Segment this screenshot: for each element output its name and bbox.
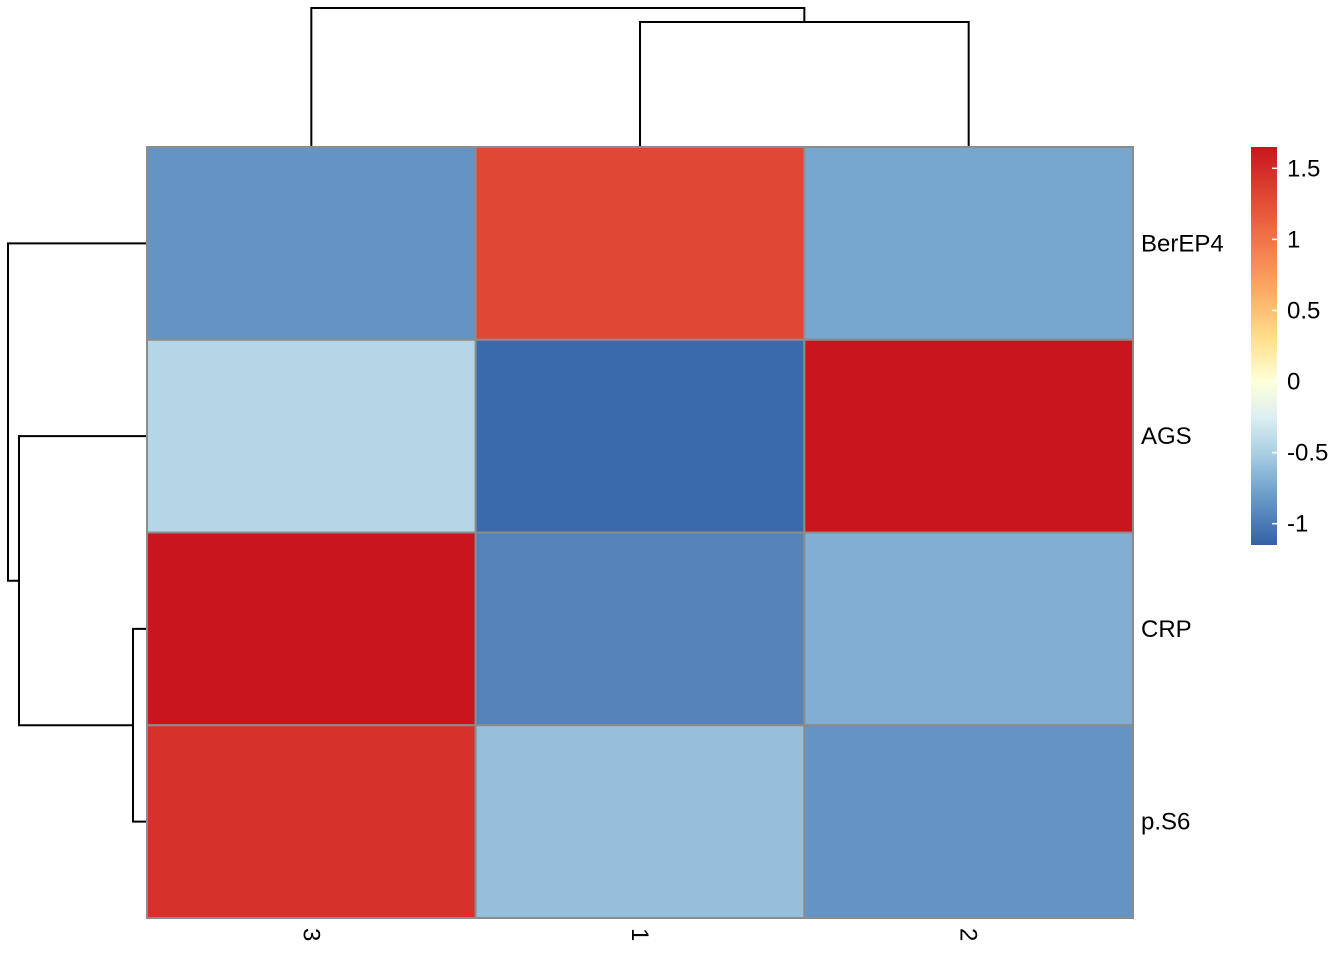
heatmap-cell-p.S6-3 <box>146 724 477 919</box>
heatmap-cell-CRP-1 <box>474 531 806 727</box>
legend-tick-label: 0.5 <box>1287 297 1320 324</box>
heatmap-cell-BerEP4-2 <box>803 146 1135 341</box>
row-label: CRP <box>1141 616 1192 643</box>
dendrogram-branch <box>639 21 970 147</box>
row-label: BerEP4 <box>1141 230 1224 257</box>
dendrogram-branch <box>18 435 147 727</box>
column-label: 3 <box>297 928 324 941</box>
column-labels: 3 1 2 <box>297 928 981 941</box>
heatmap-cell-p.S6-1 <box>474 724 806 919</box>
dendrogram-branch <box>132 627 147 823</box>
dendrogram-branch <box>7 242 147 582</box>
legend-tick-label: -0.5 <box>1287 440 1328 467</box>
heatmap-cell-CRP-3 <box>146 531 477 727</box>
column-dendrogram <box>310 7 970 147</box>
dendrogram-branch <box>310 7 806 147</box>
row-label: AGS <box>1141 423 1192 450</box>
legend-tick-label: 0 <box>1287 369 1300 396</box>
legend-tick-label: -1 <box>1287 511 1308 538</box>
color-legend: 1.5 1 0.5 0 -0.5 -1 <box>1251 147 1328 545</box>
heatmap-cell-AGS-3 <box>146 338 477 534</box>
legend-tick-label: 1.5 <box>1287 155 1320 182</box>
heatmap-cell-p.S6-2 <box>803 724 1135 919</box>
legend-tick-label: 1 <box>1287 226 1300 253</box>
heatmap-cells <box>146 146 1135 919</box>
heatmap-cell-AGS-2 <box>803 338 1135 534</box>
heatmap-cell-AGS-1 <box>474 338 806 534</box>
heatmap-cell-BerEP4-1 <box>474 146 806 341</box>
column-label: 1 <box>626 928 653 941</box>
heatmap-cell-BerEP4-3 <box>146 146 477 341</box>
row-label: p.S6 <box>1141 809 1190 836</box>
row-dendrogram <box>7 242 147 823</box>
heatmap-cell-CRP-2 <box>803 531 1135 727</box>
row-labels: BerEP4 AGS CRP p.S6 <box>1141 230 1224 835</box>
column-label: 2 <box>955 928 982 941</box>
legend-colorbar <box>1251 147 1277 545</box>
